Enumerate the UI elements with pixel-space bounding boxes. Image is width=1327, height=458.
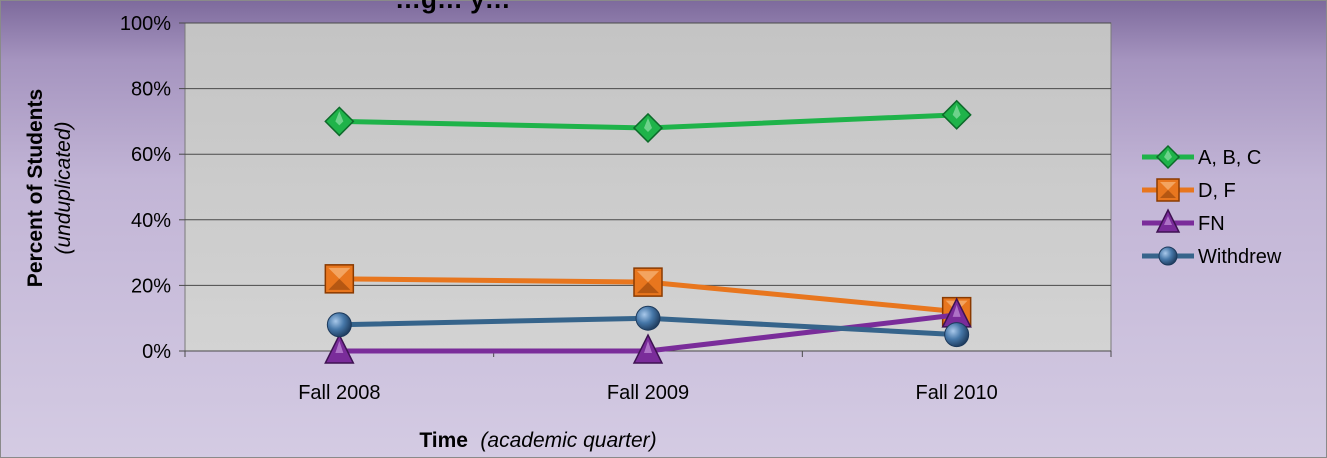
data-point	[633, 267, 663, 297]
data-point	[632, 333, 664, 364]
x-tick-label: Fall 2009	[607, 382, 689, 404]
x-axis-ticks: Fall 2008 Fall 2009 Fall 2010	[298, 382, 998, 404]
y-tick-label: 40%	[131, 210, 171, 232]
legend-label: A, B, C	[1198, 147, 1261, 169]
legend-label: D, F	[1198, 180, 1236, 202]
y-axis-label-sub: (unduplicated)	[52, 121, 75, 254]
legend-item: A, B, C	[1142, 144, 1261, 170]
legend-marker	[1156, 178, 1180, 202]
y-tick-label: 0%	[142, 341, 171, 363]
series-a-b-c	[324, 99, 972, 144]
x-axis-label-sub: (academic quarter)	[480, 429, 656, 452]
y-axis-ticks: 0% 20% 40% 60% 80% 100%	[120, 13, 171, 363]
data-point	[941, 99, 972, 130]
y-tick-label: 20%	[131, 275, 171, 297]
legend-label: Withdrew	[1198, 246, 1282, 268]
data-point	[632, 112, 664, 144]
x-tick-label: Fall 2010	[916, 382, 998, 404]
legend-item: Withdrew	[1142, 246, 1282, 268]
legend-item: FN	[1142, 208, 1225, 235]
data-point	[324, 333, 355, 364]
data-point	[326, 312, 352, 338]
y-tick-label: 80%	[131, 79, 171, 101]
legend-marker	[1158, 246, 1178, 266]
axes	[179, 22, 1112, 357]
data-point	[944, 322, 970, 348]
y-tick-label: 100%	[120, 13, 171, 35]
y-axis-label-main: Percent of Students	[24, 89, 47, 287]
legend: A, B, C D, F FN Withdrew	[1142, 144, 1282, 268]
series-layer	[324, 99, 972, 364]
data-point	[324, 264, 355, 294]
series-withdrew	[326, 305, 970, 348]
chart-title: …g… y…	[395, 0, 511, 14]
legend-label: FN	[1198, 213, 1225, 235]
plot-area	[184, 22, 1112, 352]
x-tick-label: Fall 2008	[298, 382, 380, 404]
x-axis-label: Time (academic quarter)	[419, 429, 656, 452]
data-point	[635, 305, 661, 331]
y-axis-label: Percent of Students	[24, 89, 47, 287]
data-point	[324, 106, 355, 137]
legend-marker	[1155, 144, 1181, 170]
legend-item: D, F	[1142, 178, 1236, 202]
y-tick-label: 60%	[131, 144, 171, 166]
legend-marker	[1155, 208, 1181, 233]
x-axis-label-main: Time	[419, 429, 468, 452]
